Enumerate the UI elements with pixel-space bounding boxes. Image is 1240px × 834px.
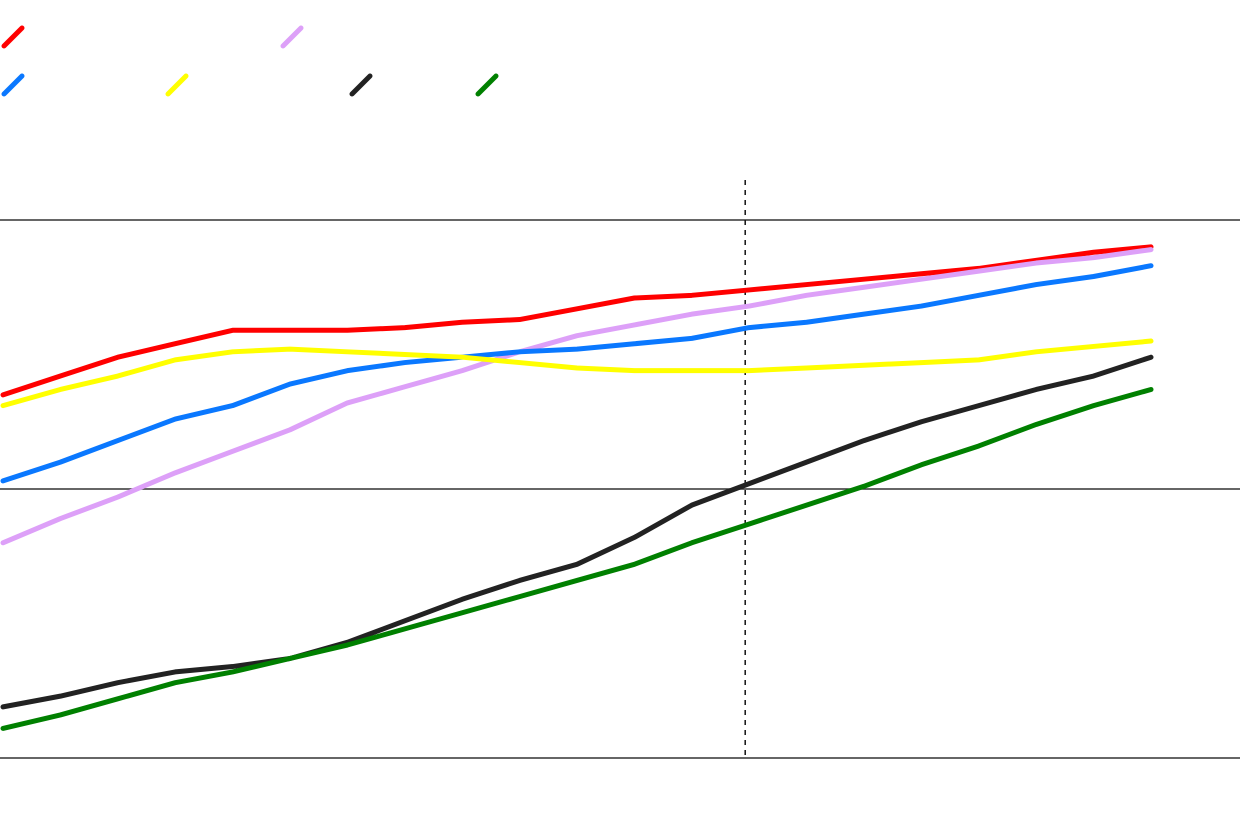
series-group — [0, 244, 1154, 731]
series-line-1 — [0, 247, 1154, 546]
legend-swatch-1 — [280, 25, 304, 49]
legend-swatch-5 — [475, 73, 499, 97]
legend-swatch-4 — [349, 73, 373, 97]
series-line-5 — [0, 386, 1154, 731]
legend — [1, 25, 499, 97]
legend-swatch-0 — [1, 25, 25, 49]
series-line-0 — [0, 244, 1154, 398]
series-line-4 — [0, 354, 1154, 710]
grid-lines — [0, 219, 1240, 759]
legend-swatch-3 — [165, 73, 189, 97]
legend-swatch-2 — [1, 73, 25, 97]
series-line-3 — [0, 338, 1154, 409]
series-line-2 — [0, 263, 1154, 484]
